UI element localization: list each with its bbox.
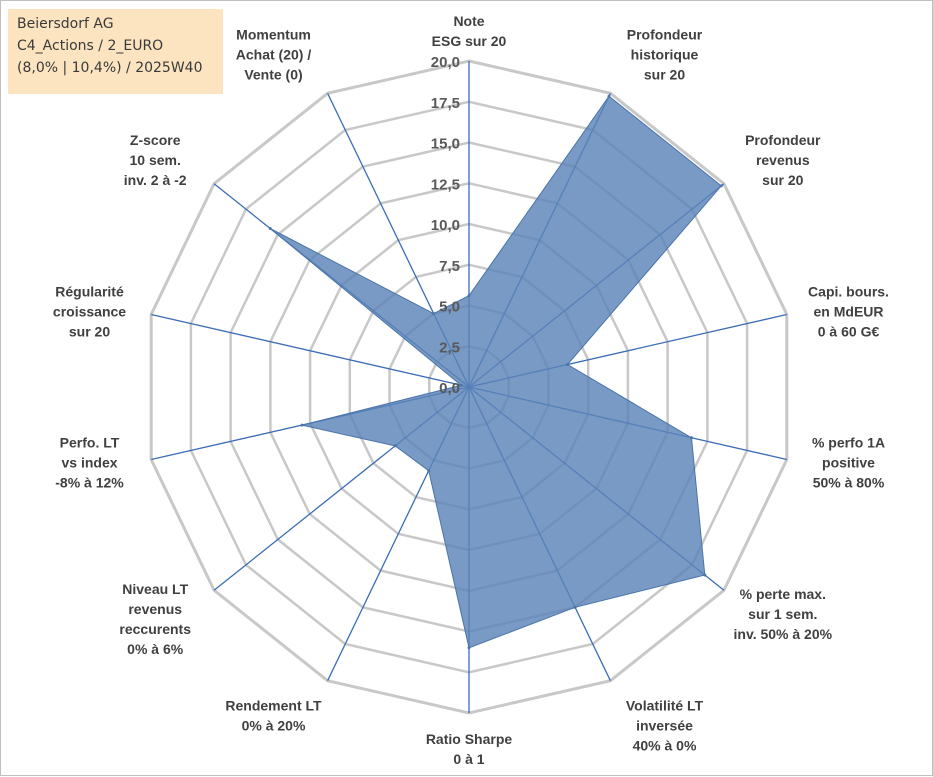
- axis-label-line: sur 20: [644, 67, 685, 83]
- data-point: [300, 423, 304, 427]
- data-point: [703, 573, 707, 577]
- axis-label-line: historique: [631, 47, 699, 63]
- axis-label-line: inversée: [636, 717, 693, 733]
- axis-label-line: inv. 50% à 20%: [734, 626, 833, 642]
- axis-label-line: reccurents: [119, 621, 191, 637]
- axis-label-line: -8% à 12%: [55, 475, 124, 491]
- portfolio-category: C4_Actions / 2_EURO: [17, 38, 164, 54]
- chart-header-box: Beiersdorf AG C4_Actions / 2_EURO (8,0% …: [8, 9, 223, 94]
- axis-label-line: 0% à 20%: [242, 717, 306, 733]
- data-point: [690, 436, 693, 440]
- axis-label-6: Volatilité LT inversée 40% à 0%: [626, 697, 704, 753]
- axis-label-line: positive: [822, 455, 875, 471]
- axis-labels: Note ESG sur 20 Profondeur historique sur 20…: [53, 13, 889, 767]
- axis-label-4: % perfo 1A positive 50% à 80%: [812, 435, 885, 491]
- data-point: [432, 312, 436, 316]
- company-name: Beiersdorf AG: [17, 16, 114, 32]
- axis-label-0: Note ESG sur 20: [432, 13, 507, 49]
- axis-label-line: Note: [453, 13, 484, 29]
- axis-label-line: inv. 2 à -2: [124, 172, 187, 188]
- axis-label-7: Ratio Sharpe 0 à 1: [426, 731, 513, 767]
- data-point: [427, 469, 431, 473]
- axis-label-line: 0 à 60 G€: [818, 323, 880, 339]
- axis-label-line: revenus: [756, 152, 810, 168]
- tick-label: 5,0: [439, 299, 460, 316]
- axis-label-line: Profondeur: [745, 132, 821, 148]
- radar-series: [268, 94, 723, 650]
- axis-label-3: Capi. bours. en MdEUR 0 à 60 G€: [808, 283, 889, 339]
- series-area: [269, 95, 723, 649]
- axis-label-line: 40% à 0%: [633, 737, 697, 753]
- tick-label: 7,5: [439, 258, 460, 275]
- data-point: [573, 605, 577, 609]
- data-point: [393, 444, 397, 448]
- axis-label-line: Capi. bours.: [808, 283, 889, 299]
- axis-label-line: Régularité: [55, 283, 124, 299]
- axis-label-line: 10 sem.: [130, 152, 181, 168]
- axis-label-line: Perfo. LT: [60, 435, 120, 451]
- data-point: [719, 184, 723, 188]
- axis-label-12: Z-score 10 sem. inv. 2 à -2: [124, 132, 187, 188]
- data-point: [459, 383, 463, 387]
- axis-label-5: % perte max. sur 1 sem. inv. 50% à 20%: [734, 586, 833, 642]
- axis-label-13: Momentum Achat (20) / Vente (0): [236, 27, 312, 83]
- axis-spoke: [151, 313, 470, 388]
- axis-label-2: Profondeur revenus sur 20: [745, 132, 821, 188]
- axis-label-line: revenus: [128, 601, 182, 617]
- tick-label: 0,0: [439, 380, 460, 397]
- axis-label-line: Momentum: [236, 27, 311, 43]
- axis-label-line: Rendement LT: [225, 697, 322, 713]
- axis-label-line: sur 20: [69, 323, 110, 339]
- axis-label-line: Z-score: [130, 132, 181, 148]
- axis-label-line: sur 1 sem.: [748, 606, 817, 622]
- tick-label: 15,0: [431, 136, 460, 153]
- data-point: [467, 646, 471, 650]
- axis-label-line: 0% à 6%: [127, 641, 184, 657]
- axis-label-line: en MdEUR: [814, 303, 884, 319]
- tick-label: 20,0: [431, 54, 460, 71]
- axis-label-8: Rendement LT 0% à 20%: [225, 697, 322, 733]
- tick-label: 2,5: [439, 339, 460, 356]
- axis-label-line: Profondeur: [627, 27, 703, 43]
- axis-label-line: Ratio Sharpe: [426, 731, 513, 747]
- performance-period: (8,0% | 10,4%) / 2025W40: [17, 60, 203, 76]
- axis-label-line: 50% à 80%: [813, 475, 885, 491]
- axis-label-line: Achat (20) /: [236, 47, 312, 63]
- axis-label-line: vs index: [61, 455, 117, 471]
- axis-label-1: Profondeur historique sur 20: [627, 27, 703, 83]
- axis-label-line: 0 à 1: [453, 751, 484, 767]
- axis-label-line: % perfo 1A: [812, 435, 885, 451]
- tick-label: 12,5: [431, 176, 460, 193]
- data-point: [467, 294, 471, 298]
- axis-label-9: Niveau LT revenus reccurents 0% à 6%: [119, 581, 191, 657]
- axis-label-line: Niveau LT: [122, 581, 188, 597]
- tick-label: 10,0: [431, 217, 460, 234]
- tick-label: 17,5: [431, 95, 460, 112]
- data-point: [566, 363, 569, 366]
- axis-label-line: % perte max.: [740, 586, 826, 602]
- axis-label-line: croissance: [53, 303, 126, 319]
- axis-label-line: sur 20: [762, 172, 803, 188]
- data-point: [607, 94, 611, 98]
- axis-label-line: Volatilité LT: [626, 697, 704, 713]
- axis-label-11: Régularité croissance sur 20: [53, 283, 126, 339]
- axis-label-line: Vente (0): [244, 67, 302, 83]
- axis-label-line: ESG sur 20: [432, 33, 507, 49]
- axis-label-10: Perfo. LT vs index -8% à 12%: [55, 435, 124, 491]
- data-point: [268, 227, 272, 230]
- radial-tick-labels: 0,0 2,5 5,0 7,5 10,0 12,5 15,0 17,5 20,0: [431, 54, 460, 397]
